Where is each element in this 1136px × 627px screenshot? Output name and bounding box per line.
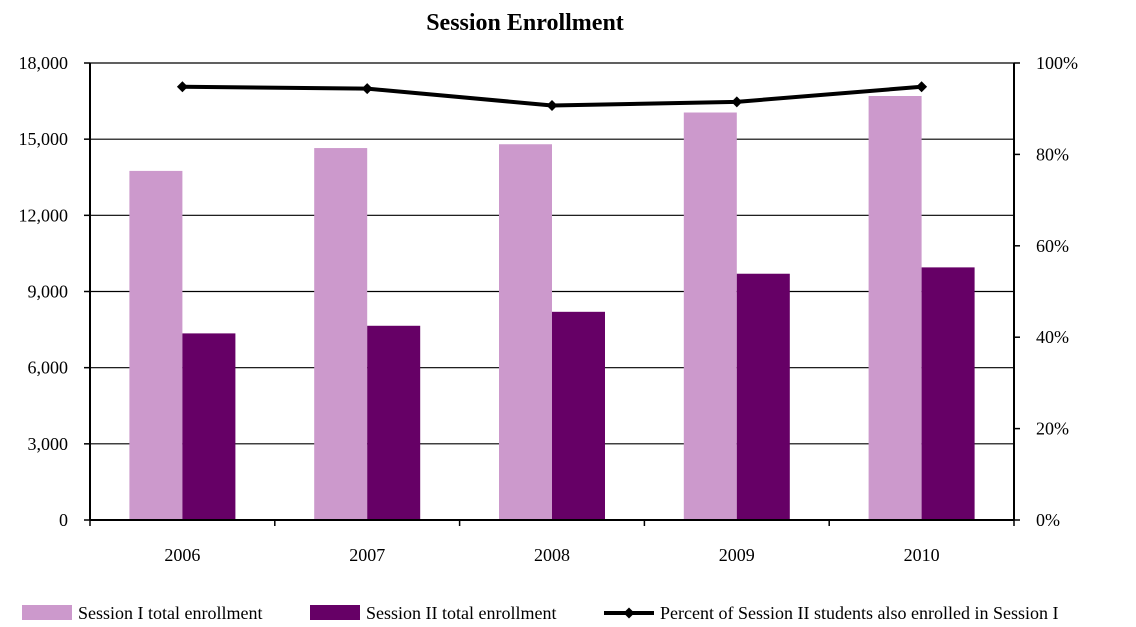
left-axis-tick-label: 9,000 [28, 282, 69, 302]
line-point [731, 96, 743, 108]
left-axis-tick-label: 18,000 [19, 53, 69, 73]
right-axis-tick-label: 60% [1036, 236, 1069, 256]
chart-title: Session Enrollment [426, 10, 624, 36]
bars [129, 96, 975, 520]
left-axis-tick-label: 3,000 [28, 434, 69, 454]
left-axis-tick-label: 0 [59, 510, 68, 530]
bar [921, 267, 975, 520]
bar [552, 311, 605, 520]
line-point [916, 81, 928, 93]
x-axis-tick-label: 2009 [719, 545, 755, 565]
left-axis-tick-label: 12,000 [19, 205, 69, 225]
x-axis-tick-label: 2010 [904, 545, 940, 565]
bar [182, 333, 236, 520]
legend-marker [623, 607, 635, 619]
bar [868, 96, 922, 520]
bar [314, 148, 368, 520]
gridlines [90, 62, 1014, 445]
bar [683, 112, 737, 520]
x-axis-tick-label: 2008 [534, 545, 570, 565]
left-axis-tick-label: 6,000 [28, 358, 69, 378]
bar [736, 273, 790, 520]
bar [367, 325, 421, 520]
legend: Session I total enrollment Session II tot… [22, 603, 1058, 623]
axes: 0 3,000 6,000 9,000 12,000 15,000 18,000 0% 20% 4… [19, 53, 1079, 565]
legend-swatch [22, 605, 72, 620]
line-point [361, 83, 373, 95]
left-axis-tick-label: 15,000 [19, 129, 69, 149]
legend-label: Session II total enrollment [366, 603, 556, 623]
line-point [176, 81, 188, 93]
line-point [546, 100, 558, 112]
x-axis-tick-label: 2007 [349, 545, 385, 565]
percent-line-layer [176, 81, 928, 112]
right-axis-tick-label: 0% [1036, 510, 1060, 530]
right-axis-tick-label: 20% [1036, 419, 1069, 439]
bar [499, 144, 552, 520]
right-axis-tick-label: 80% [1036, 144, 1069, 164]
legend-label: Session I total enrollment [78, 603, 262, 623]
x-axis-tick-label: 2006 [164, 545, 200, 565]
bar [129, 170, 183, 520]
legend-swatch [310, 605, 360, 620]
legend-label: Percent of Session II students also enro… [660, 603, 1058, 623]
right-axis-tick-label: 40% [1036, 327, 1069, 347]
right-axis-tick-label: 100% [1036, 53, 1078, 73]
